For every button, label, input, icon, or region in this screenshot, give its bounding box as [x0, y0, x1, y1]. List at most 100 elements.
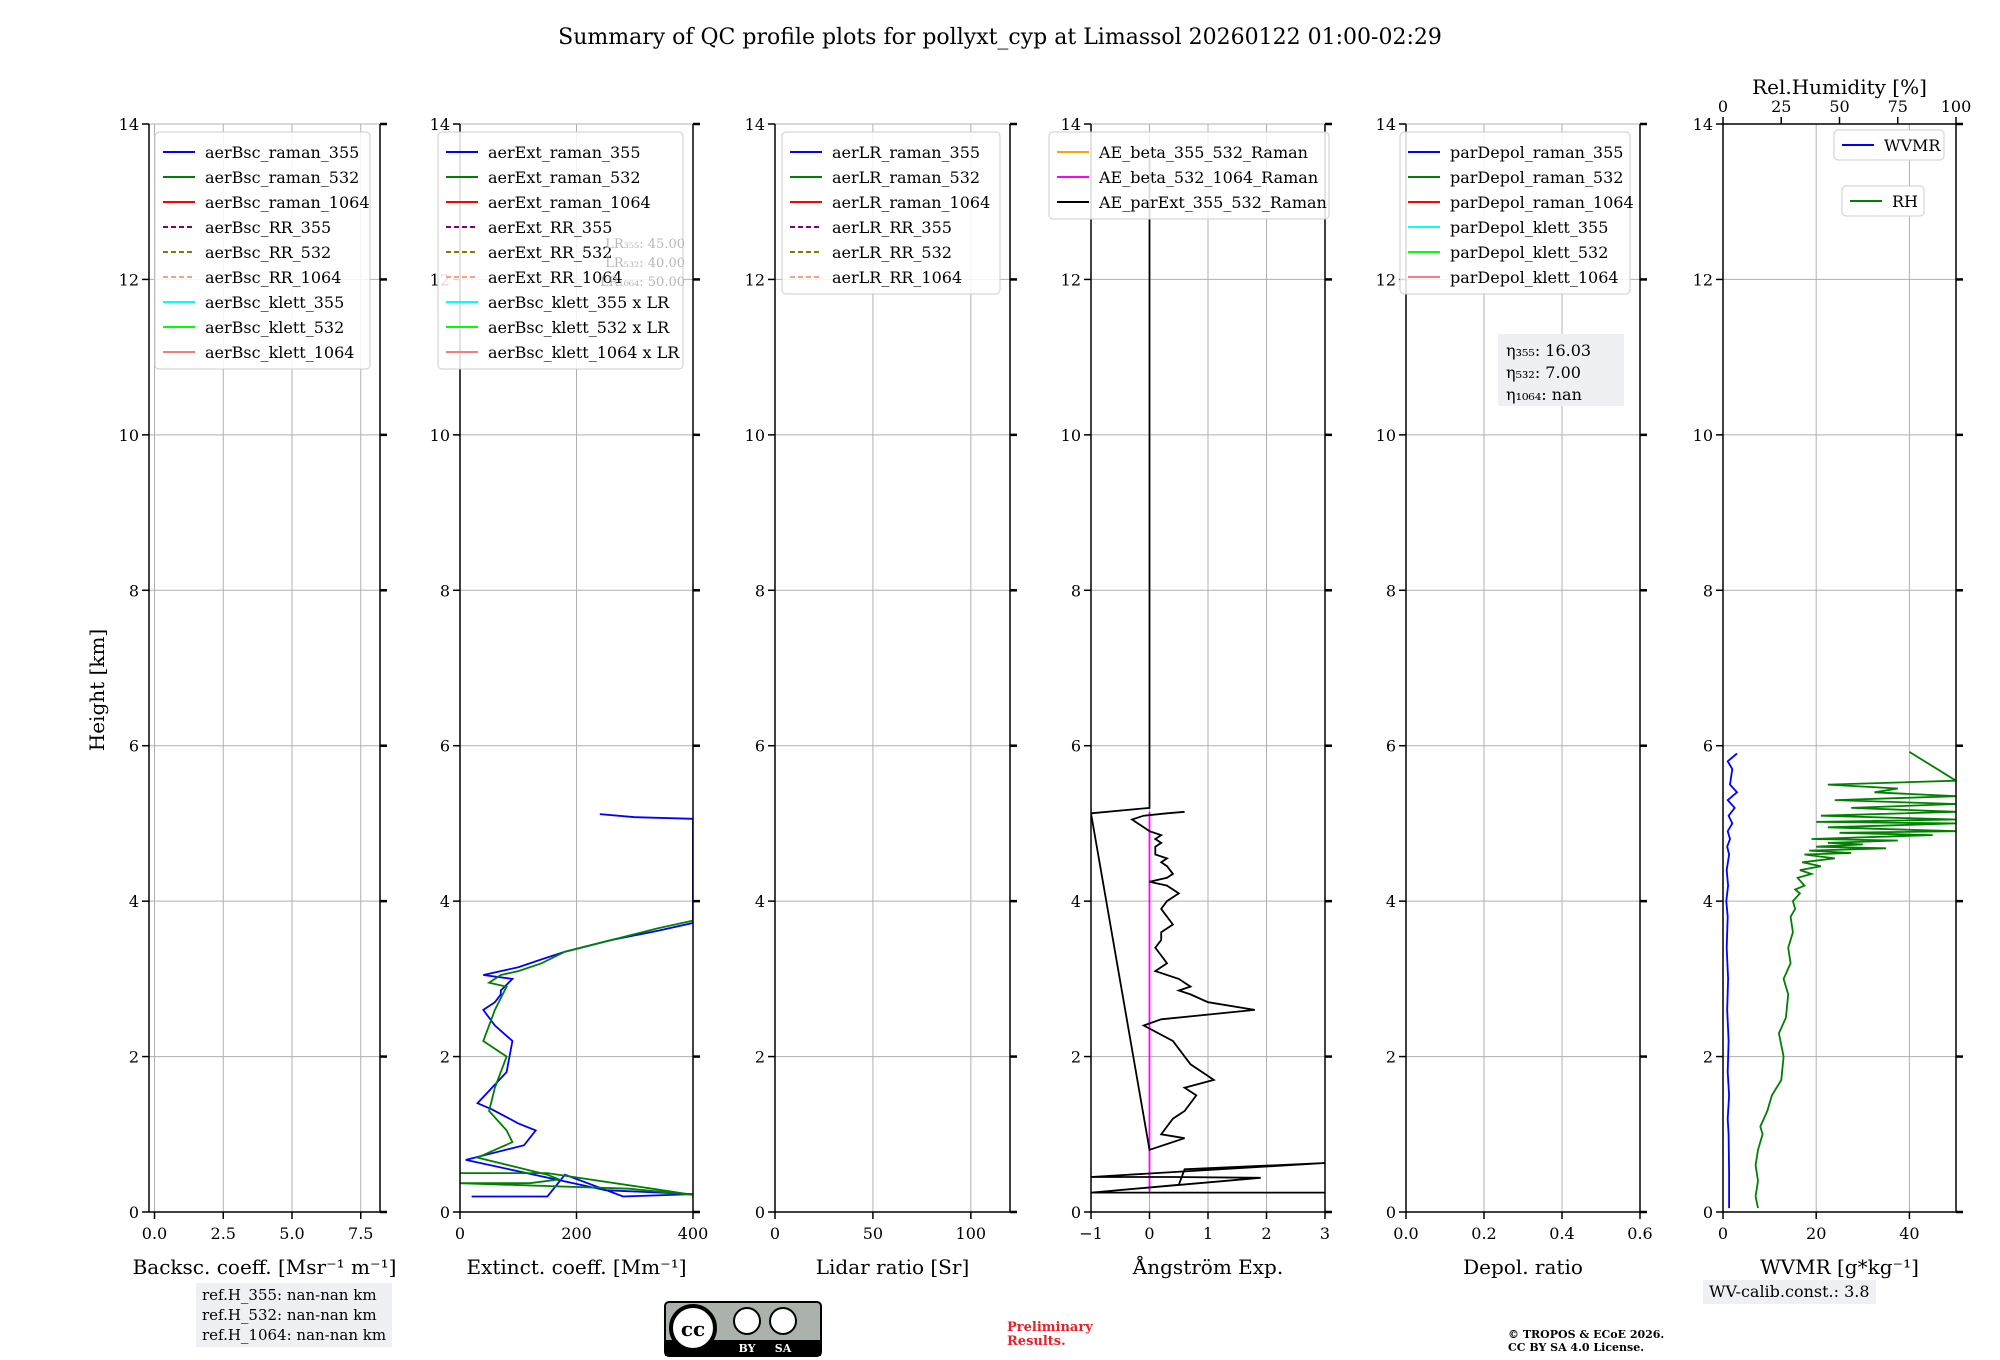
y-tick-label: 10	[1693, 426, 1713, 445]
x-tick-label: 100	[956, 1224, 987, 1243]
y-tick-label: 2	[1386, 1048, 1396, 1067]
legend-box	[154, 131, 371, 370]
x-tick-label: 200	[561, 1224, 592, 1243]
lr-annotation: LR₃₅₅: 45.00	[605, 237, 685, 252]
series-aerExt_raman_355	[465, 813, 693, 1198]
y-tick-label: 12	[1693, 270, 1713, 289]
legend-label: aerLR_RR_532	[832, 243, 952, 262]
y-tick-label: 14	[1061, 115, 1081, 134]
y-tick-label: 0	[1071, 1203, 1081, 1222]
x-tick-label: 7.5	[348, 1224, 373, 1243]
legend-label: aerExt_RR_355	[488, 218, 612, 237]
y-tick-label: 8	[1386, 581, 1396, 600]
x-tick-label: 0.4	[1549, 1224, 1574, 1243]
legend-label: aerBsc_klett_532	[205, 318, 344, 337]
panel-5: 0 2 4 6 8 10 12 14 0.0 0.2 0.4 0.6 Depol. ratio parDe…	[1376, 115, 1653, 1279]
panel-1: 0 2 4 6 8 10 12 14 0.0 2.5 5.0 7.5 Backsc. coeff. [M…	[119, 115, 397, 1279]
legend-label: aerBsc_RR_1064	[205, 268, 341, 287]
y-tick-label: 8	[755, 581, 765, 600]
copyright-line-2: CC BY SA 4.0 License.	[1508, 1341, 1645, 1354]
y-axis-label: Height [km]	[85, 629, 109, 751]
y-tick-label: 12	[1061, 270, 1081, 289]
legend-box	[1833, 129, 1945, 161]
y-tick-label: 4	[129, 892, 139, 911]
ref-height-355: ref.H_355: nan-nan km	[202, 1286, 377, 1304]
legend-label: AE_beta_532_1064_Raman	[1098, 168, 1318, 187]
top-tick-label: 50	[1829, 97, 1849, 116]
top-tick-label: 100	[1941, 97, 1972, 116]
y-tick-label: 2	[1703, 1048, 1713, 1067]
x-tick-label: 0.6	[1627, 1224, 1652, 1243]
legend-label: aerBsc_RR_532	[205, 243, 331, 262]
eta-annotation-box	[1498, 334, 1624, 406]
y-tick-label: 0	[1386, 1203, 1396, 1222]
preliminary-line-1: Preliminary	[1007, 1320, 1093, 1335]
y-tick-label: 10	[1061, 426, 1081, 445]
x-axis-label: WVMR [g*kg⁻¹]	[1760, 1255, 1919, 1279]
cc-logo-text: cc	[681, 1317, 705, 1341]
y-tick-label: 4	[440, 892, 450, 911]
legend-label: parDepol_raman_532	[1450, 168, 1623, 187]
x-tick-label: 0.0	[142, 1224, 167, 1243]
series-RH	[1754, 751, 1956, 1209]
y-tick-label: 6	[440, 737, 450, 756]
x-axis-label: Backsc. coeff. [Msr⁻¹ m⁻¹]	[133, 1255, 397, 1279]
y-tick-label: 6	[1386, 737, 1396, 756]
license-by: BY	[739, 1342, 756, 1355]
y-tick-label: 2	[129, 1048, 139, 1067]
x-tick-label: 0.2	[1471, 1224, 1496, 1243]
x-tick-label: 0	[1718, 1224, 1728, 1243]
x-tick-label: 40	[1899, 1224, 1919, 1243]
preliminary-note: Preliminary Results.	[1007, 1321, 1093, 1349]
legend-label: RH	[1892, 192, 1918, 211]
y-tick-label: 4	[1071, 892, 1081, 911]
y-tick-label: 8	[1071, 581, 1081, 600]
legend-label: aerBsc_raman_532	[205, 168, 359, 187]
legend-label: parDepol_klett_1064	[1450, 268, 1619, 287]
y-tick-label: 6	[755, 737, 765, 756]
ref-height-532: ref.H_532: nan-nan km	[202, 1306, 377, 1324]
y-tick-label: 2	[440, 1048, 450, 1067]
y-tick-label: 12	[119, 270, 139, 289]
y-tick-label: 0	[440, 1203, 450, 1222]
x-tick-label: 5.0	[279, 1224, 304, 1243]
legend-label: aerBsc_klett_532 x LR	[488, 318, 670, 337]
y-tick-label: 14	[745, 115, 765, 134]
top-tick-label: 25	[1771, 97, 1791, 116]
lr-annotation: LR₁₀₆₄: 50.00	[600, 275, 685, 290]
legend-label: aerBsc_klett_1064 x LR	[488, 343, 680, 362]
x-tick-label: 3	[1320, 1224, 1330, 1243]
legend-label: parDepol_raman_1064	[1450, 193, 1634, 212]
sa-share-icon	[769, 1307, 797, 1335]
legend-label: aerExt_raman_532	[488, 168, 641, 187]
x-axis-label: Lidar ratio [Sr]	[816, 1255, 970, 1279]
legend-box	[781, 131, 1001, 295]
legend-label: aerLR_RR_355	[832, 218, 952, 237]
legend-box	[1048, 131, 1330, 220]
copyright-note: © TROPOS & ECoE 2026. CC BY SA 4.0 Licen…	[1508, 1328, 1664, 1354]
legend-label: parDepol_klett_532	[1450, 243, 1608, 262]
legend-label: aerExt_raman_1064	[488, 193, 651, 212]
eta-annotation: η₅₃₂: 7.00	[1506, 363, 1581, 382]
legend-label: AE_beta_355_532_Raman	[1098, 143, 1308, 162]
series-aerExt_raman_532	[460, 919, 693, 1196]
y-tick-label: 0	[129, 1203, 139, 1222]
y-tick-label: 10	[745, 426, 765, 445]
y-tick-label: 12	[1376, 270, 1396, 289]
legend-label: aerBsc_RR_355	[205, 218, 331, 237]
eta-annotation: η₁₀₆₄: nan	[1506, 385, 1582, 404]
legend-label: aerLR_raman_1064	[832, 193, 990, 212]
y-tick-label: 14	[1376, 115, 1396, 134]
y-tick-label: 2	[755, 1048, 765, 1067]
by-person-icon	[733, 1307, 761, 1335]
legend-label: aerExt_raman_355	[488, 143, 641, 162]
x-tick-label: 20	[1806, 1224, 1826, 1243]
y-tick-label: 4	[755, 892, 765, 911]
y-tick-label: 0	[755, 1203, 765, 1222]
y-tick-label: 12	[745, 270, 765, 289]
x-tick-label: 400	[678, 1224, 709, 1243]
wv-calibration-box: WV-calib.const.: 3.8	[1703, 1280, 1876, 1304]
x-tick-label: 2.5	[211, 1224, 236, 1243]
